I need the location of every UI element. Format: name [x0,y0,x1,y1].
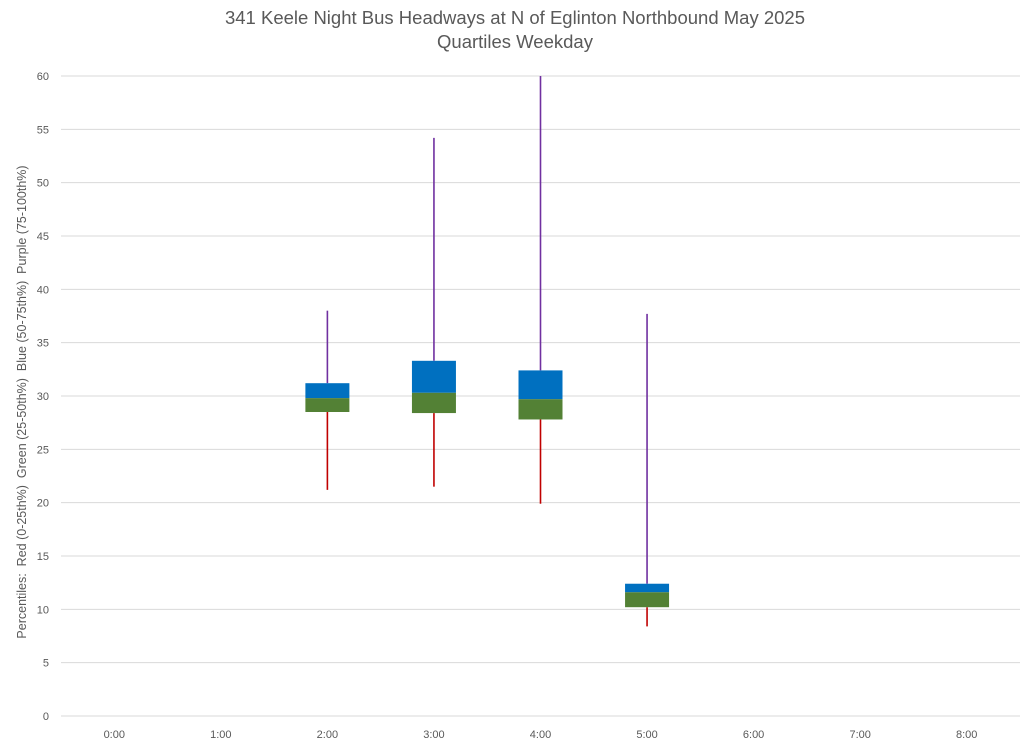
y-tick-label: 30 [37,391,49,403]
y-tick-label: 25 [37,444,49,456]
x-tick-label: 7:00 [849,729,870,741]
y-tick-labels: 0 5 10 15 20 25 30 35 40 45 50 55 60 [37,71,49,723]
box-400 [518,76,563,504]
x-tick-label: 1:00 [210,729,231,741]
chart-title-block: 341 Keele Night Bus Headways at N of Egl… [0,6,1024,54]
box-series [305,76,670,627]
x-tick-label: 4:00 [530,729,551,741]
lower-box [411,392,456,414]
lower-box [305,398,350,412]
upper-box [518,370,563,400]
y-tick-label: 40 [37,284,49,296]
x-tick-label: 0:00 [104,729,125,741]
y-tick-label: 5 [43,658,49,670]
chart-title: 341 Keele Night Bus Headways at N of Egl… [224,7,806,28]
y-tick-label: 10 [37,604,49,616]
x-tick-label: 2:00 [317,729,338,741]
upper-box [411,360,456,393]
y-tick-label: 45 [37,231,49,243]
upper-box [305,383,350,399]
y-tick-label: 0 [43,711,49,723]
y-tick-label: 35 [37,338,49,350]
box-300 [411,137,456,487]
y-tick-label: 55 [37,124,49,136]
lower-box [625,592,670,608]
x-tick-label: 8:00 [956,729,977,741]
x-tick-label: 5:00 [636,729,657,741]
lower-box [518,399,563,420]
x-tick-label: 6:00 [743,729,764,741]
box-200 [305,310,350,490]
y-tick-label: 15 [37,551,49,563]
x-tick-label: 3:00 [423,729,444,741]
y-tick-label: 20 [37,498,49,510]
y-tick-label: 50 [37,178,49,190]
upper-box [625,583,670,593]
y-tick-label: 60 [37,71,49,83]
box-500 [625,313,670,627]
chart-subtitle: Quartiles Weekday [437,31,593,52]
x-tick-labels: 0:00 1:00 2:00 3:00 4:00 5:00 6:00 7:00 8:00 [104,729,978,741]
